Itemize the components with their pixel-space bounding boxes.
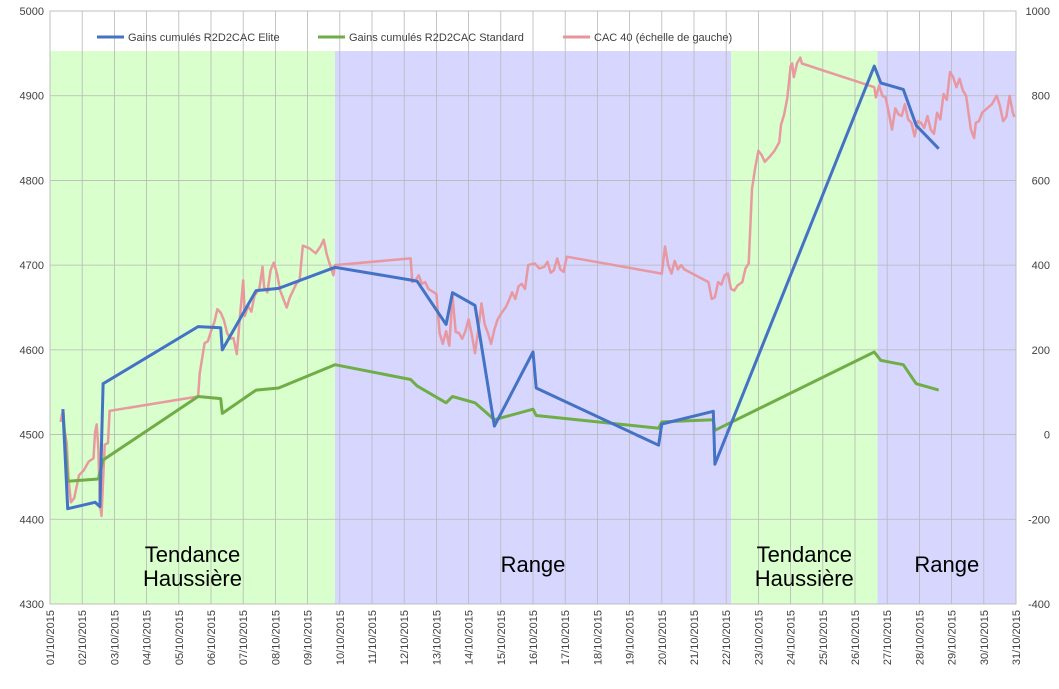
x-tick-label: 07/10/2015: [238, 610, 250, 665]
x-tick-label: 31/10/2015: [1011, 610, 1023, 665]
series-line-3: [59, 56, 1016, 518]
zone-band-3: [731, 51, 878, 604]
right-tick-label: 800: [1032, 91, 1050, 103]
zone-band-1: [50, 51, 335, 604]
x-tick-label: 26/10/2015: [850, 610, 862, 665]
right-tick-label: 1000: [1026, 6, 1050, 18]
x-tick-label: 12/10/2015: [399, 610, 411, 665]
x-tick-label: 03/10/2015: [109, 610, 121, 665]
x-tick-label: 27/10/2015: [882, 610, 894, 665]
left-tick-label: 4700: [20, 260, 44, 272]
series-line-2: [61, 350, 940, 483]
series-lines: [59, 56, 1016, 518]
x-tick-label: 01/10/2015: [45, 610, 57, 665]
x-tick-label: 02/10/2015: [77, 610, 89, 665]
left-tick-label: 4900: [20, 91, 44, 103]
legend-label: Gains cumulés R2D2CAC Elite: [128, 32, 280, 44]
x-tick-label: 13/10/2015: [431, 610, 443, 665]
x-tick-label: 30/10/2015: [979, 610, 991, 665]
x-tick-label: 17/10/2015: [560, 610, 572, 665]
left-tick-label: 4400: [20, 514, 44, 526]
x-tick-label: 15/10/2015: [496, 610, 508, 665]
left-tick-label: 5000: [20, 6, 44, 18]
zone-label: Haussière: [143, 566, 242, 591]
right-tick-label: 600: [1032, 175, 1050, 187]
x-tick-label: 19/10/2015: [625, 610, 637, 665]
plot-area-border: [49, 10, 1017, 605]
x-tick-label: 20/10/2015: [657, 610, 669, 665]
x-tick-label: 16/10/2015: [528, 610, 540, 665]
zone-label: Tendance: [757, 542, 852, 567]
legend: Gains cumulés R2D2CAC Elite Gains cumulés…: [97, 32, 732, 44]
x-axis-ticks: 01/10/2015 02/10/2015 03/10/2015 04/10/2015…: [45, 610, 1023, 665]
x-tick-label: 14/10/2015: [464, 610, 476, 665]
right-tick-label: 400: [1032, 260, 1050, 272]
legend-label: Gains cumulés R2D2CAC Standard: [349, 32, 524, 44]
left-axis-ticks: 4300 4400 4500 4600 4700 4800 4900 5000: [20, 6, 44, 611]
zone-label: Range: [914, 552, 979, 577]
x-tick-label: 25/10/2015: [818, 610, 830, 665]
x-tick-label: 21/10/2015: [689, 610, 701, 665]
left-tick-label: 4600: [20, 345, 44, 357]
x-tick-label: 23/10/2015: [753, 610, 765, 665]
left-tick-label: 4800: [20, 175, 44, 187]
right-tick-label: -400: [1028, 599, 1050, 611]
x-tick-label: 04/10/2015: [142, 610, 154, 665]
x-tick-label: 06/10/2015: [206, 610, 218, 665]
x-tick-label: 10/10/2015: [335, 610, 347, 665]
x-tick-label: 24/10/2015: [786, 610, 798, 665]
left-tick-label: 4500: [20, 430, 44, 442]
right-tick-label: 200: [1032, 345, 1050, 357]
x-tick-label: 05/10/2015: [174, 610, 186, 665]
x-tick-label: 28/10/2015: [914, 610, 926, 665]
right-tick-label: -200: [1028, 514, 1050, 526]
zone-band-4: [877, 51, 1016, 604]
legend-label: CAC 40 (échelle de gauche): [594, 32, 732, 44]
x-tick-label: 22/10/2015: [721, 610, 733, 665]
zone-label: Tendance: [145, 542, 240, 567]
zone-label: Haussière: [755, 566, 854, 591]
right-tick-label: 0: [1044, 430, 1050, 442]
x-tick-label: 09/10/2015: [303, 610, 315, 665]
right-axis-ticks: -400 -200 0 200 400 600 800 1000: [1026, 6, 1050, 611]
zone-label: Range: [501, 552, 566, 577]
x-tick-label: 08/10/2015: [270, 610, 282, 665]
left-tick-label: 4300: [20, 599, 44, 611]
x-tick-label: 29/10/2015: [947, 610, 959, 665]
x-tick-label: 11/10/2015: [367, 610, 379, 664]
x-tick-label: 18/10/2015: [592, 610, 604, 665]
series-line-1: [61, 64, 940, 511]
